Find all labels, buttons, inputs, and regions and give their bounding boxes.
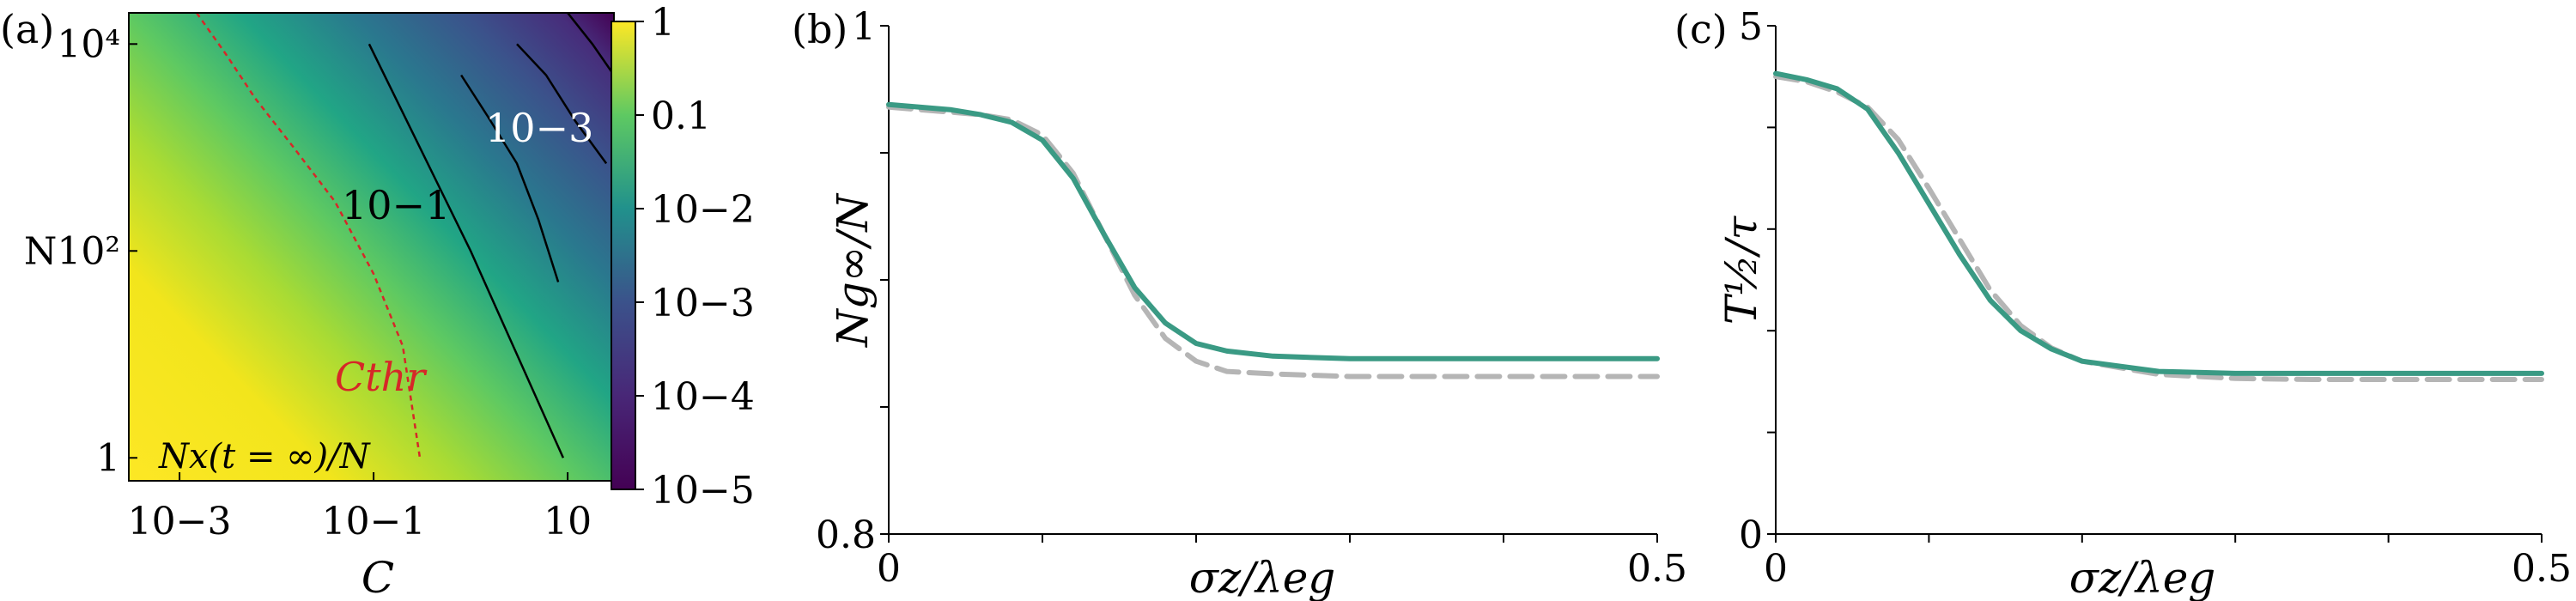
series-line-solid <box>886 101 1660 361</box>
heatmap-overlays <box>195 13 614 458</box>
panel-b-xlabel: σz/λeg <box>1189 553 1336 601</box>
y-tick-label: N10² <box>24 229 120 273</box>
heatmap-annotation: Nx(t = ∞)/N <box>158 437 372 477</box>
x-tick-label: 10−3 <box>128 500 232 543</box>
panel-b: (b) 0 0.5 0.8 1 σz/λeg Ng∞/N <box>792 5 1687 601</box>
panel-b-ylabel: Ng∞/N <box>828 192 878 348</box>
y-tick-label: 0 <box>1739 513 1763 557</box>
panel-c-ylabel: T½/τ <box>1716 216 1766 325</box>
contour-line <box>567 13 614 76</box>
panel-a: (a) 10−3 10−1 10 1 N10² 10⁴ 10−1 10−3 Cthr Nx… <box>0 1 755 601</box>
x-tick-label: 0 <box>1764 547 1788 591</box>
threshold-label: Cthr <box>335 354 428 400</box>
series-line-dashed <box>886 104 1660 379</box>
panel-c: (c) 0 0.5 0 5 σz/λeg T½/τ <box>1674 5 2572 601</box>
panel-a-ticks: 10−3 10−1 10 1 N10² 10⁴ <box>24 22 592 543</box>
x-tick-label: 10−1 <box>322 500 426 543</box>
threshold-curve <box>195 13 422 458</box>
colorbar-ticks: 1 0.1 10−2 10−3 10−4 10−5 <box>635 1 755 513</box>
colorbar-tick-label: 0.1 <box>651 94 711 138</box>
y-tick-label: 10⁴ <box>57 22 120 66</box>
panel-c-plot: 0 0.5 0 5 <box>1739 5 2572 591</box>
contour-line <box>368 43 565 458</box>
y-tick-label: 5 <box>1739 5 1763 49</box>
colorbar-tick-label: 10−2 <box>651 188 755 232</box>
colorbar-tick-label: 10−5 <box>651 469 755 513</box>
contour-line <box>516 43 608 165</box>
contour-label-1e-3: 10−3 <box>485 105 593 151</box>
colorbar-tick-label: 1 <box>651 1 675 45</box>
x-tick-label: 0 <box>877 547 901 591</box>
panel-c-label: (c) <box>1674 6 1728 52</box>
colorbar-tick-label: 10−4 <box>651 375 755 419</box>
panel-c-xlabel: σz/λeg <box>2069 553 2216 601</box>
y-tick-label: 1 <box>852 5 876 49</box>
panel-b-plot: 0 0.5 0.8 1 <box>816 5 1687 591</box>
panel-a-xlabel: C <box>361 553 394 601</box>
colorbar-tick-label: 10−3 <box>651 282 755 325</box>
panel-b-label: (b) <box>792 6 848 52</box>
heatmap-area <box>129 13 614 481</box>
x-tick-label: 0.5 <box>1627 547 1687 591</box>
series-line-solid <box>1773 70 2544 376</box>
contour-label-1e-1: 10−1 <box>342 182 450 228</box>
colorbar <box>611 21 636 490</box>
contour-line <box>460 74 560 282</box>
y-tick-label: 1 <box>96 436 120 480</box>
y-tick-label: 0.8 <box>816 513 876 557</box>
series-line-dashed <box>1773 74 2544 382</box>
x-tick-label: 0.5 <box>2512 547 2572 591</box>
panel-a-label: (a) <box>0 6 54 52</box>
x-tick-label: 10 <box>544 500 592 543</box>
